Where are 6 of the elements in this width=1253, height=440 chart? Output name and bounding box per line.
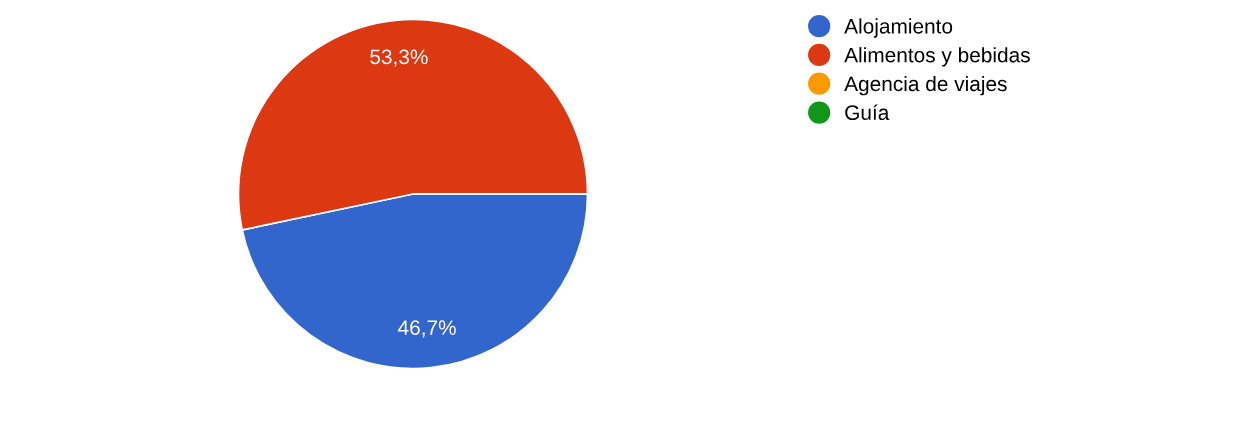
legend-label: Guía xyxy=(845,104,890,121)
legend-label: Agencia de viajes xyxy=(844,75,1007,96)
data-label: 46,7% xyxy=(398,320,456,338)
legend-label: Alojamiento xyxy=(844,18,953,38)
data-label: 53,3% xyxy=(370,49,428,67)
legend-label: Alimentos y bebidas xyxy=(844,47,1030,67)
